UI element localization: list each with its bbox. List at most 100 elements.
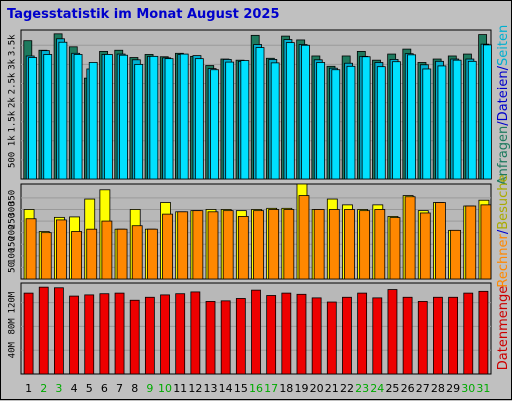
middle-bar-besuche-day-15 [237,216,249,280]
middle-bar-besuche-day-8 [131,225,143,280]
top-bar-seiten-day-4 [73,54,83,180]
top-bar-seiten-day-26 [407,54,417,180]
top-bar-seiten-day-24 [376,66,386,180]
day-label: 9 [146,382,153,395]
day-label: 6 [101,382,108,395]
bottom-bar-datenmenge-day-9 [144,296,155,375]
top-bar-seiten-day-5 [88,62,98,180]
legend-top-part: / [496,65,511,70]
top-bar-seiten-day-31 [483,44,492,180]
middle-ytick-label: 100 [8,248,18,264]
bottom-ytick-label: 40M [8,342,18,359]
day-label: 23 [355,382,369,395]
top-bar-seiten-day-2 [43,54,53,180]
middle-bar-besuche-day-12 [192,210,204,280]
middle-ytick-label: 300 [8,201,18,217]
day-label: 11 [173,382,187,395]
top-ytick-label: 3k [8,58,18,69]
middle-bar-besuche-day-14 [222,210,234,280]
day-label: 19 [294,382,308,395]
day-label: 1 [25,382,32,395]
day-label: 30 [461,382,475,395]
bottom-ytick-label: 120M [8,291,18,313]
day-label: 18 [279,382,293,395]
legend-top: Anfragen/Dateien/Seiten [496,25,511,185]
middle-bar-besuche-day-11 [177,211,189,280]
top-bar-seiten-day-29 [452,59,462,180]
middle-bar-besuche-day-21 [328,209,340,280]
top-bar-seiten-day-9 [149,55,159,180]
top-bar-seiten-day-1 [28,57,37,180]
bottom-bar-datenmenge-day-26 [402,296,413,375]
legend-middle: Rechner/Besuche [496,174,511,287]
chart-title: Tagesstatistik im Monat August 2025 [7,7,280,22]
middle-bar-besuche-day-28 [435,202,446,280]
legend-top-part: Anfragen [496,126,511,186]
middle-bar-besuche-day-10 [162,213,173,280]
bottom-bar-datenmenge-day-21 [326,301,337,375]
middle-ytick-label: 350 [8,190,18,206]
day-label: 4 [71,382,78,395]
middle-bar-besuche-day-29 [450,229,461,280]
day-label: 28 [431,382,445,395]
top-bar-seiten-day-30 [467,60,477,180]
top-bar-seiten-day-7 [119,54,128,180]
top-bar-seiten-day-14 [225,61,235,180]
middle-bar-besuche-day-30 [465,205,477,280]
legend-top-part: Seiten [496,25,511,66]
middle-bar-besuche-day-4 [71,231,82,280]
middle-ytick-label: 150 [8,236,18,252]
bottom-bar-datenmenge-day-8 [129,299,140,375]
middle-bar-besuche-day-22 [344,209,355,280]
day-label: 21 [325,382,339,395]
top-bar-seiten-day-22 [346,65,356,180]
top-bar-seiten-day-23 [361,56,371,180]
day-label: 25 [385,382,399,395]
top-bar-seiten-day-8 [134,63,144,180]
top-bar-seiten-day-18 [285,42,295,180]
middle-bar-besuche-day-13 [207,211,219,280]
bottom-bar-datenmenge-day-23 [357,292,368,375]
bottom-bar-datenmenge-day-19 [296,293,307,375]
middle-ytick-label: 250 [8,213,18,229]
day-label: 10 [158,382,172,395]
middle-bar-besuche-day-1 [25,218,37,280]
top-ytick-label: 1.5k [8,110,18,132]
middle-ytick-label: 200 [8,225,18,241]
middle-bar-besuche-day-17 [268,209,280,280]
top-ytick-label: 3.5k [8,34,18,56]
bottom-bar-datenmenge-day-22 [342,296,352,375]
day-label: 8 [131,382,138,395]
middle-bar-besuche-day-18 [283,209,295,280]
day-label: 7 [116,382,123,395]
day-label: 22 [340,382,354,395]
middle-bar-besuche-day-16 [253,210,264,280]
day-label: 2 [40,382,47,395]
top-bar-seiten-day-3 [58,41,68,180]
legend-top-part: Dateien [496,70,511,121]
middle-bar-besuche-day-31 [480,204,492,280]
top-bar-seiten-day-21 [331,69,341,180]
bottom-bar-datenmenge-day-20 [311,297,322,375]
bottom-bar-datenmenge-day-27 [417,301,428,375]
day-label: 12 [188,382,202,395]
bottom-bar-datenmenge-day-28 [433,296,443,375]
day-label: 20 [310,382,324,395]
legend-middle-part: Rechner [496,233,511,287]
day-label: 29 [446,382,460,395]
top-bar-seiten-day-19 [301,44,310,180]
day-label: 27 [416,382,430,395]
top-bar-seiten-day-11 [179,53,189,180]
top-bar-seiten-day-6 [103,54,113,180]
day-label: 16 [249,382,263,395]
bottom-bar-datenmenge-day-16 [251,289,261,375]
middle-bar-besuche-day-2 [40,232,52,280]
top-bar-seiten-day-10 [164,58,174,180]
bottom-bar-datenmenge-day-25 [387,289,398,375]
middle-bar-besuche-day-19 [298,195,310,280]
top-bar-seiten-day-20 [316,62,326,180]
bottom-bar-datenmenge-day-3 [54,287,64,375]
bottom-bar-datenmenge-day-13 [205,301,216,375]
middle-bar-besuche-day-24 [374,209,386,280]
